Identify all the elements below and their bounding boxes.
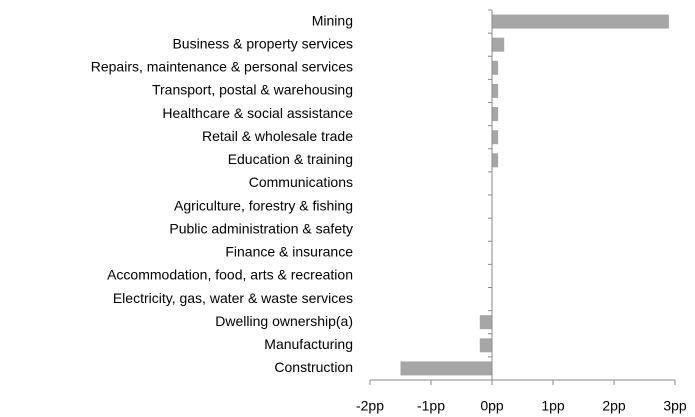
bar — [400, 361, 492, 376]
x-tick-label: 1pp — [541, 398, 565, 414]
x-tick-label: 2pp — [602, 398, 626, 414]
bar — [492, 107, 499, 122]
y-tick-label: Mining — [312, 12, 353, 28]
y-tick-label: Agriculture, forestry & fishing — [174, 197, 353, 213]
y-tick-label: Education & training — [228, 151, 353, 167]
y-tick-label: Retail & wholesale trade — [202, 128, 353, 144]
bar — [492, 130, 499, 145]
bar — [492, 14, 669, 29]
y-tick-label: Transport, postal & warehousing — [152, 82, 353, 98]
y-tick-label: Electricity, gas, water & waste services — [113, 290, 353, 306]
y-tick-label: Business & property services — [172, 35, 353, 51]
bar — [479, 315, 492, 330]
bar — [492, 37, 505, 52]
bar — [479, 338, 492, 353]
x-tick-label: -1pp — [417, 398, 445, 414]
y-tick-label: Repairs, maintenance & personal services — [91, 59, 353, 75]
x-tick-label: 3pp — [663, 398, 687, 414]
y-tick-label: Accommodation, food, arts & recreation — [107, 267, 353, 283]
y-tick-label: Finance & insurance — [225, 244, 353, 260]
bar — [492, 60, 499, 75]
y-tick-label: Construction — [274, 359, 353, 375]
bar — [492, 83, 499, 98]
y-tick-label: Healthcare & social assistance — [162, 105, 353, 121]
x-tick-label: 0pp — [480, 398, 504, 414]
y-tick-label: Manufacturing — [264, 336, 353, 352]
y-tick-label: Communications — [249, 174, 353, 190]
bar — [492, 153, 499, 168]
y-tick-label: Public administration & safety — [169, 220, 353, 236]
x-tick-label: -2pp — [356, 398, 384, 414]
y-tick-label: Dwelling ownership(a) — [215, 313, 353, 329]
